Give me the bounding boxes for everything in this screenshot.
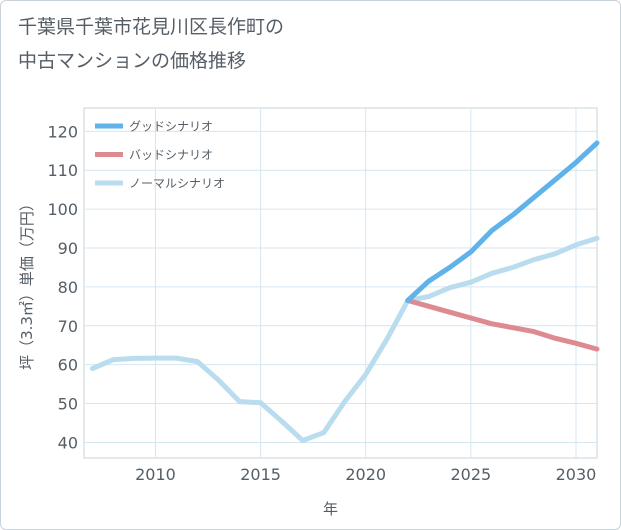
legend-label: バッドシナリオ	[129, 148, 213, 162]
chart-title-line1: 千葉県千葉市花見川区長作町の	[18, 16, 285, 38]
x-tick-label: 2010	[135, 465, 176, 484]
y-tick-label: 40	[58, 433, 78, 452]
chart-title-line2: 中古マンションの価格推移	[18, 50, 247, 72]
series-line	[89, 235, 600, 443]
y-axis-label: 坪（3.3㎡）単価（万円）	[18, 196, 36, 370]
y-tick-label: 90	[58, 239, 78, 258]
chart-title: 千葉県千葉市花見川区長作町の 中古マンションの価格推移	[18, 10, 608, 78]
x-axis-label: 年	[323, 500, 338, 518]
legend-label: グッドシナリオ	[129, 120, 213, 134]
series-line	[405, 298, 600, 352]
y-tick-label: 120	[47, 122, 78, 141]
x-tick-label: 2025	[450, 465, 491, 484]
plot-area	[83, 107, 598, 459]
y-tick-label: 60	[58, 356, 78, 375]
x-tick-label: 2030	[556, 465, 597, 484]
series-line	[405, 140, 600, 303]
x-tick-label: 2015	[240, 465, 281, 484]
y-tick-label: 100	[47, 200, 78, 219]
y-tick-label: 70	[58, 317, 78, 336]
y-tick-label: 80	[58, 278, 78, 297]
legend-label: ノーマルシナリオ	[129, 177, 225, 191]
y-tick-label: 50	[58, 395, 78, 414]
x-tick-label: 2020	[345, 465, 386, 484]
y-tick-label: 110	[47, 161, 78, 180]
